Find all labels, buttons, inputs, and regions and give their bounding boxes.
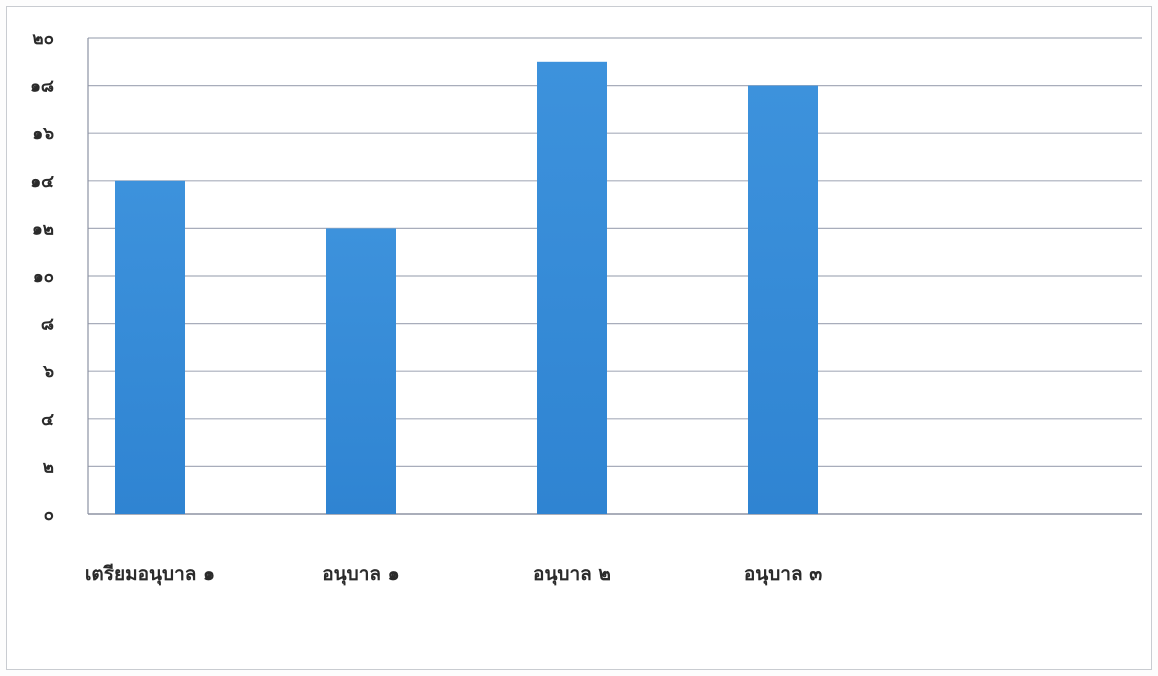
y-tick-label: ๒๐ <box>32 29 54 49</box>
y-tick-label: ๔ <box>41 410 54 430</box>
y-tick-label: ๖ <box>42 362 54 382</box>
x-axis-category-labels: เตรียมอนุบาล ๑ อนุบาล ๑ อนุบาล ๒ อนุบาล ๓ <box>85 563 822 586</box>
y-tick-label: ๒ <box>43 457 54 477</box>
category-label: อนุบาล ๒ <box>533 563 611 586</box>
y-axis-tick-labels: ๐ ๒ ๔ ๖ ๘ ๑๐ ๑๒ ๑๔ ๑๖ ๑๘ ๒๐ <box>30 29 54 525</box>
gridlines <box>87 37 1142 515</box>
y-tick-label: ๘ <box>41 315 54 335</box>
bars <box>115 61 818 515</box>
bar <box>115 180 185 515</box>
category-label: อนุบาล ๓ <box>744 563 822 586</box>
y-tick-label: ๑๖ <box>32 124 54 144</box>
category-label: เตรียมอนุบาล ๑ <box>85 563 215 586</box>
category-label: อนุบาล ๑ <box>322 563 399 586</box>
bar <box>326 228 396 514</box>
bar <box>537 61 607 515</box>
y-tick-label: ๑๘ <box>30 77 54 97</box>
bar <box>748 85 818 514</box>
y-tick-label: ๐ <box>44 505 54 525</box>
y-tick-label: ๑๐ <box>33 267 54 287</box>
y-tick-label: ๑๒ <box>32 219 54 239</box>
y-tick-label: ๑๔ <box>30 172 54 192</box>
